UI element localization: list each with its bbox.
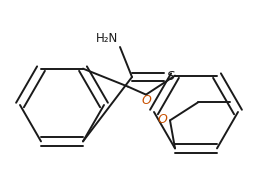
Text: O: O: [157, 113, 167, 126]
Text: H₂N: H₂N: [96, 32, 118, 45]
Text: S: S: [167, 70, 175, 84]
Text: O: O: [141, 94, 151, 107]
